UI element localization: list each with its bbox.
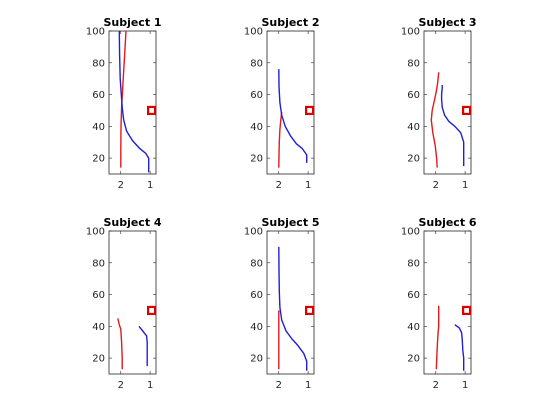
y-tick-label: 80 [250,58,263,69]
y-tick-label: 60 [407,90,420,101]
axes-box [423,230,472,375]
y-tick-label: 20 [92,354,105,365]
blue-series-line [118,30,150,173]
x-tick-label: 1 [462,380,468,391]
x-tick-label: 1 [462,180,468,191]
axes-box [266,230,315,375]
subplot-title: Subject 4 [103,216,161,229]
subplot-title: Subject 6 [418,216,476,229]
y-tick-label: 80 [92,58,105,69]
blue-series-line [278,246,308,371]
x-tick-label: 2 [433,180,439,191]
x-tick-label: 1 [305,180,311,191]
y-tick-label: 40 [92,122,105,133]
y-tick-label: 20 [250,154,263,165]
y-tick-label: 100 [86,227,105,238]
y-tick-label: 20 [407,154,420,165]
y-tick-label: 60 [92,290,105,301]
x-tick-label: 1 [305,380,311,391]
square-marker [304,105,315,116]
x-tick-label: 2 [276,180,282,191]
x-tick-label: 2 [118,380,124,391]
square-marker [461,105,472,116]
y-tick-label: 20 [92,154,105,165]
y-tick-label: 80 [407,258,420,269]
subplot-title: Subject 2 [261,16,319,29]
y-tick-label: 60 [92,90,105,101]
axes-box [108,30,157,175]
y-tick-label: 40 [250,322,263,333]
y-tick-label: 80 [92,258,105,269]
red-series-line [430,72,440,168]
square-marker [146,105,157,116]
y-tick-label: 60 [250,290,263,301]
subplot-title: Subject 3 [418,16,476,29]
y-tick-label: 80 [250,258,263,269]
y-tick-label: 100 [401,27,420,38]
y-tick-label: 40 [407,122,420,133]
subplot-4: Subject 4 20 40 60 80 100 2 1 [86,216,162,391]
axes-box [266,30,315,175]
subplot-5: Subject 5 20 40 60 80 100 2 1 [244,216,320,391]
red-series-line [435,305,440,370]
blue-series-line [278,69,308,163]
subplot-1: Subject 1 20 40 60 80 100 2 1 [86,16,162,191]
x-tick-label: 1 [147,380,153,391]
x-tick-label: 1 [147,180,153,191]
y-tick-label: 20 [250,354,263,365]
subplot-title: Subject 1 [103,16,161,29]
y-tick-label: 100 [244,27,263,38]
x-tick-label: 2 [433,380,439,391]
red-series-line [117,318,123,370]
axes-box [108,230,157,375]
blue-series-line [138,325,148,367]
y-tick-label: 40 [407,322,420,333]
y-tick-label: 100 [244,227,263,238]
blue-series-line [440,85,465,167]
square-marker [146,305,157,316]
y-tick-label: 60 [407,290,420,301]
y-tick-label: 40 [92,322,105,333]
y-tick-label: 100 [86,27,105,38]
square-marker [304,305,315,316]
subplot-title: Subject 5 [261,216,319,229]
y-tick-label: 40 [250,122,263,133]
red-series-line [278,111,283,168]
subplot-6: Subject 6 20 40 60 80 100 2 1 [401,216,477,391]
y-tick-label: 60 [250,90,263,101]
y-tick-label: 20 [407,354,420,365]
subplot-2: Subject 2 20 40 60 80 100 2 1 [244,16,320,191]
square-marker [461,305,472,316]
y-tick-label: 80 [407,58,420,69]
x-tick-label: 2 [276,380,282,391]
blue-series-line [454,324,465,371]
y-tick-label: 100 [401,227,420,238]
x-tick-label: 2 [118,180,124,191]
subplot-3: Subject 3 20 40 60 80 100 2 1 [401,16,477,191]
